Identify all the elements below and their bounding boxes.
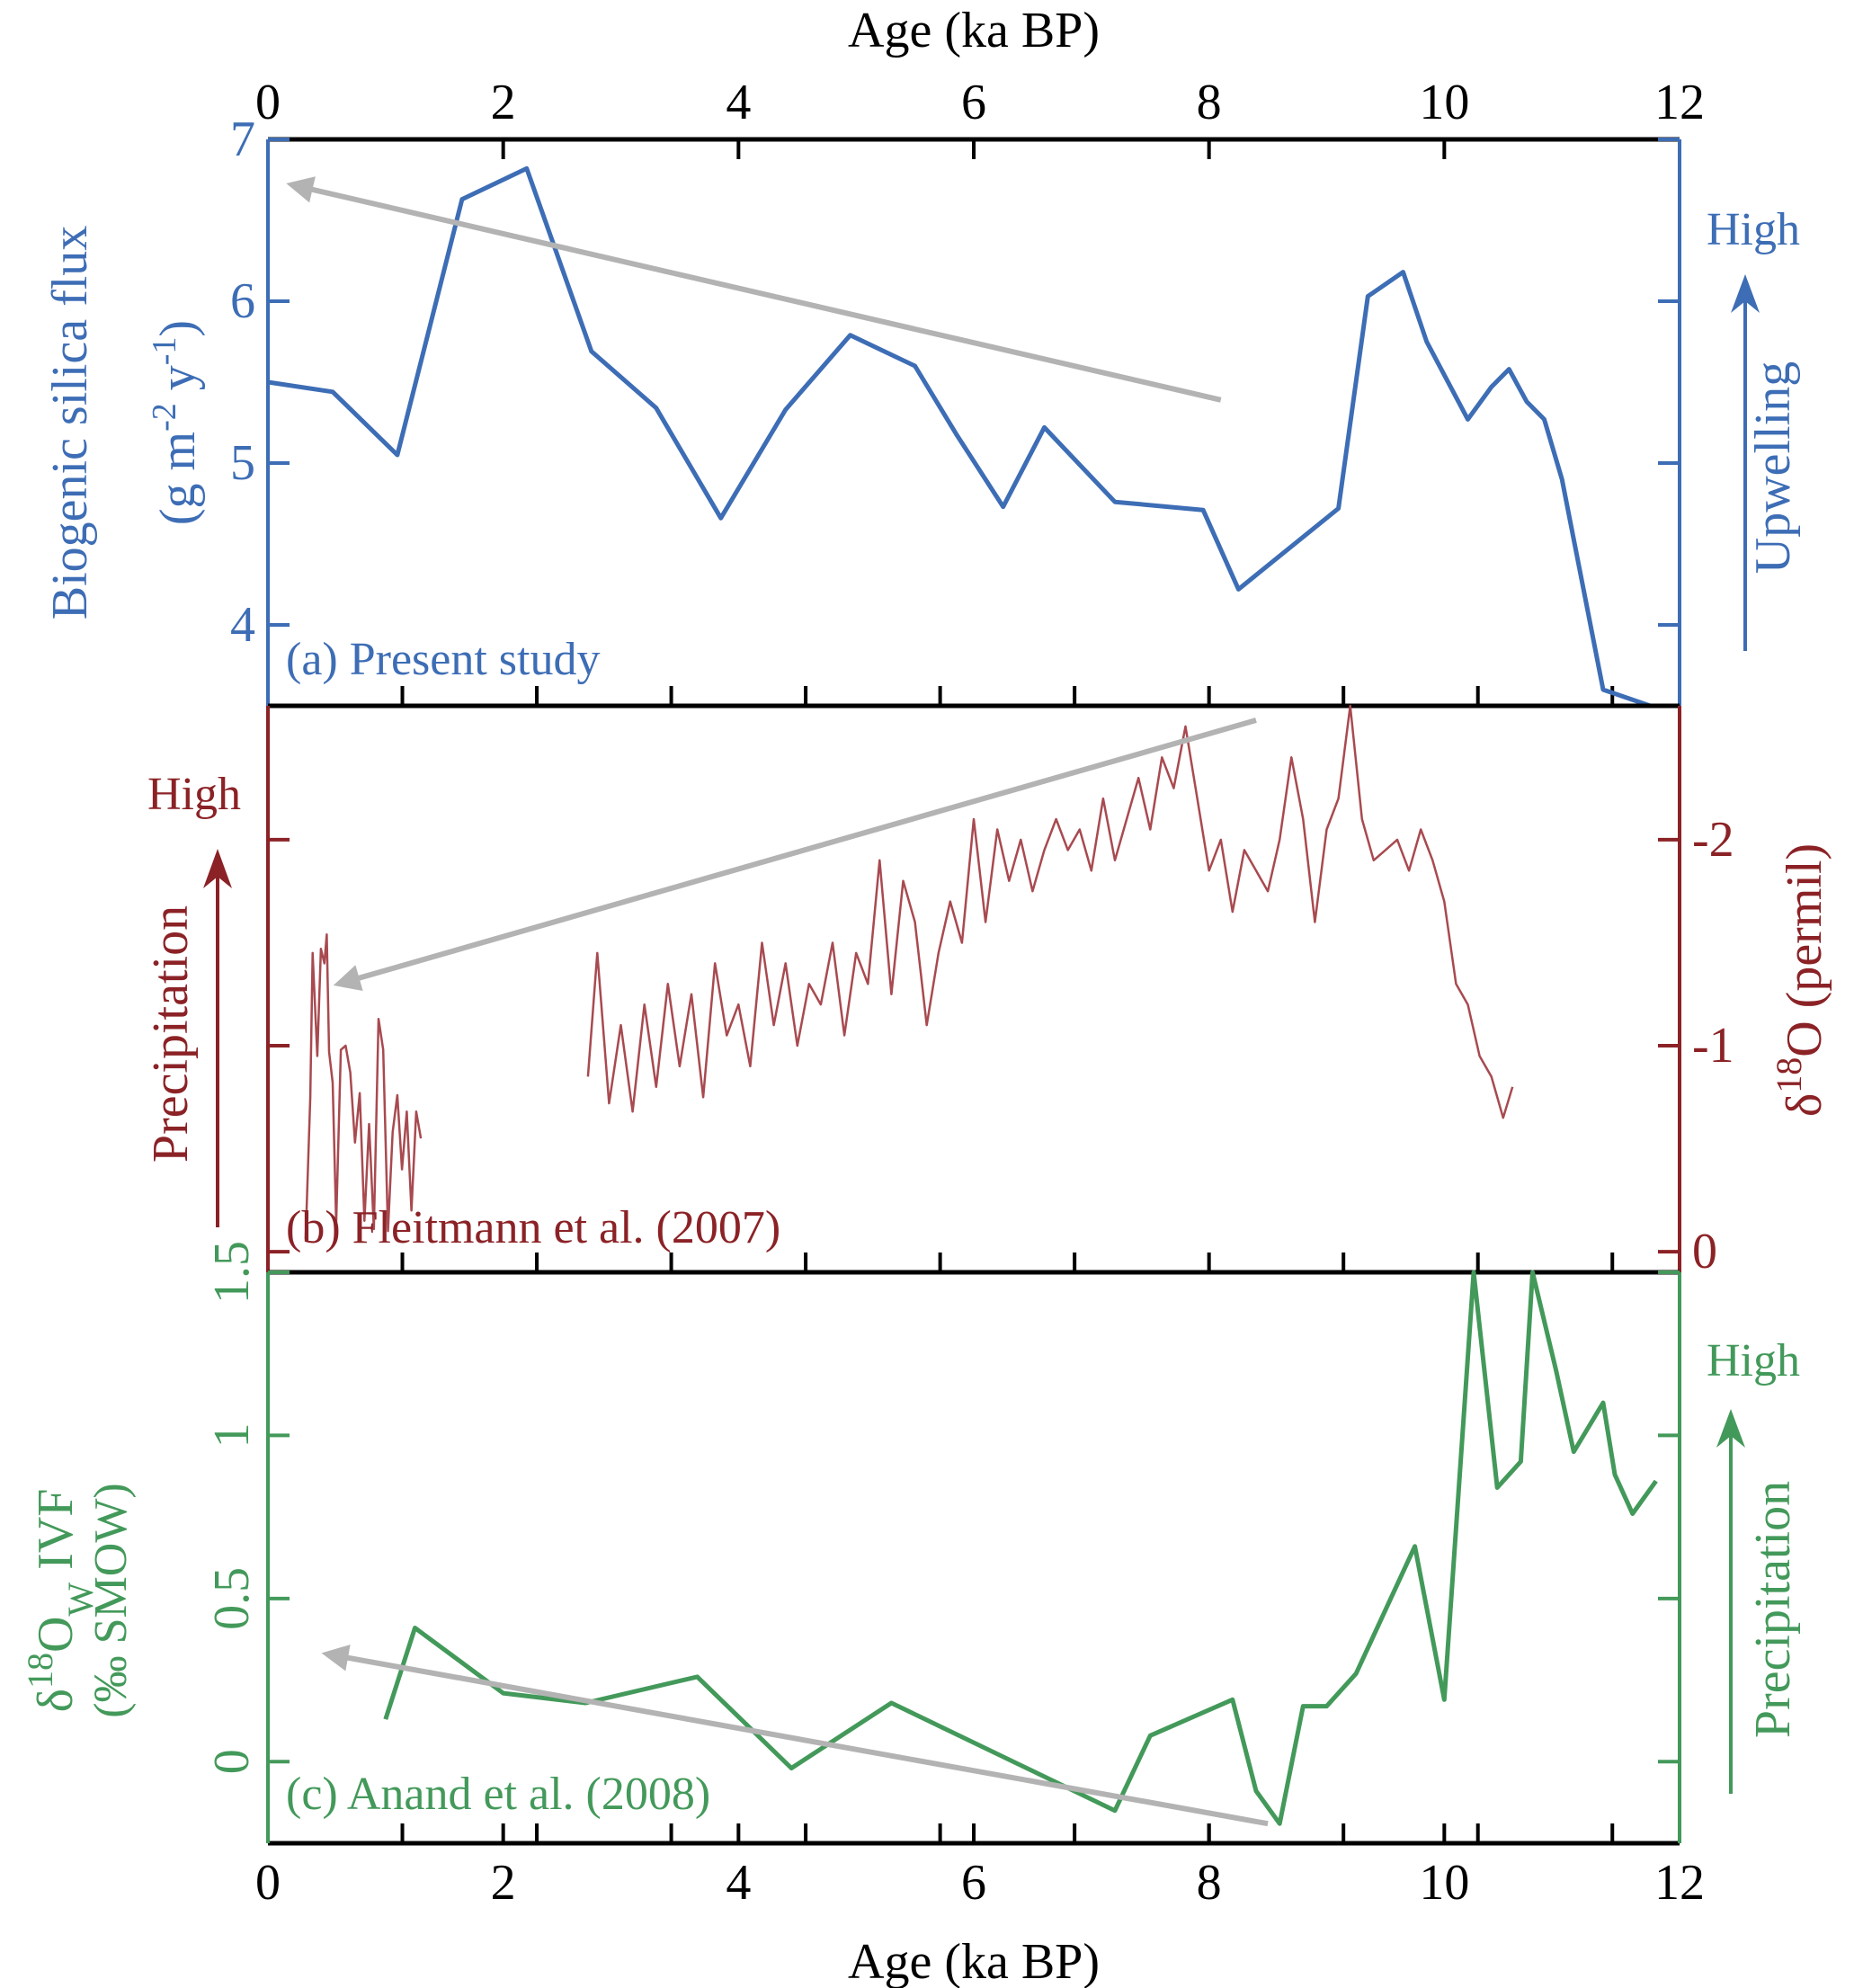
- panel-a-indicator-text: Upwelling: [1745, 361, 1801, 574]
- x-tick-labels-bottom: 0 2 4 6 8 10 12: [255, 1855, 1705, 1911]
- x-tick-label-top: 10: [1419, 75, 1469, 130]
- panel-a-label: (a) Present study: [286, 634, 600, 685]
- panel-b-ylabel: δ18O (permil): [1769, 843, 1833, 1117]
- panel-b-label: (b) Fleitmann et al. (2007): [286, 1202, 780, 1253]
- panel-b-indicator: High Precipitation: [143, 769, 241, 1227]
- x-tick-label-top: 12: [1654, 75, 1705, 130]
- x-tick-label-bottom: 4: [726, 1855, 751, 1911]
- panel-c: 0 0.5 1 1.5 (c) Anand et al. (2008) δ18OW I…: [20, 1241, 1801, 1846]
- panel-b-indicator-text: Precipitation: [143, 905, 199, 1163]
- x-tick-labels-top: 0 2 4 6 8 10 12: [255, 75, 1705, 130]
- y-tick-label: 5: [230, 435, 255, 491]
- y-tick-label: 4: [230, 597, 255, 653]
- x-tick-label-top: 2: [491, 75, 516, 130]
- panel-b-indicator-arrowhead: [203, 849, 232, 888]
- y-tick-label: -1: [1692, 1018, 1734, 1074]
- panel-a-ylabel-main: Biogenic silica flux: [42, 226, 98, 620]
- panel-b: 0 -1 -2 (b) Fleitmann et al. (2007) δ18O (…: [143, 703, 1833, 1279]
- panel-c-trend-arrow: [321, 1645, 1269, 1827]
- y-tick-label: -2: [1692, 812, 1734, 868]
- x-tick-label-bottom: 6: [961, 1855, 986, 1911]
- panel-c-indicator: High Precipitation: [1707, 1335, 1801, 1794]
- panel-c-ylabel: δ18OW IVF (‰ SMOW): [20, 1483, 138, 1717]
- panel-a-trend-arrow: [286, 176, 1222, 403]
- panel-a-series-line: [267, 165, 1652, 709]
- x-tick-label-top: 4: [726, 75, 751, 130]
- x-tick-label-bottom: 12: [1654, 1855, 1705, 1911]
- y-tick-label: 0: [204, 1749, 260, 1774]
- x-tick-label-top: 8: [1197, 75, 1222, 130]
- panel-c-ylabel-unit: (‰ SMOW): [85, 1483, 137, 1717]
- x-tick-label-bottom: 0: [255, 1855, 281, 1911]
- panel-a: 4 5 6 7 (a) Present study Biogenic silica f…: [42, 111, 1801, 709]
- panel-b-indicator-high: High: [147, 769, 241, 820]
- y-tick-label: 7: [230, 111, 255, 167]
- y-tick-label: 1: [204, 1422, 260, 1448]
- x-tick-label-bottom: 2: [491, 1855, 516, 1911]
- y-tick-label: 0: [1692, 1224, 1717, 1279]
- panel-c-series-line: [383, 1270, 1658, 1826]
- y-tick-label: 1.5: [204, 1241, 260, 1304]
- panel-b-trend-arrow: [333, 718, 1257, 992]
- panel-b-series-line: [304, 933, 423, 1240]
- x-tick-label-bottom: 8: [1197, 1855, 1222, 1911]
- x-tick-label-top: 6: [961, 75, 986, 130]
- panel-c-indicator-text: Precipitation: [1745, 1481, 1801, 1738]
- panel-a-ylabel-unit: (g m-2 y-1): [146, 320, 206, 525]
- panel-b-series-line: [586, 704, 1514, 1119]
- panel-c-label: (c) Anand et al. (2008): [286, 1769, 710, 1820]
- x-axis-label-top: Age (ka BP): [848, 3, 1100, 58]
- panel-a-indicator: High Upwelling: [1707, 204, 1801, 651]
- panel-a-indicator-high: High: [1707, 204, 1800, 255]
- panel-c-indicator-arrowhead: [1716, 1409, 1745, 1448]
- x-axis-label-bottom: Age (ka BP): [848, 1934, 1100, 1988]
- panel-c-indicator-high: High: [1707, 1335, 1800, 1386]
- panel-a-indicator-arrowhead: [1731, 274, 1760, 313]
- y-tick-label: 6: [230, 273, 255, 329]
- panel-c-ylabel-main: δ18OW IVF: [20, 1489, 101, 1713]
- y-tick-label: 0.5: [204, 1567, 260, 1630]
- panel-a-ylabel: Biogenic silica flux (g m-2 y-1): [42, 226, 206, 620]
- x-tick-label-top: 0: [255, 75, 281, 130]
- x-tick-label-bottom: 10: [1419, 1855, 1469, 1911]
